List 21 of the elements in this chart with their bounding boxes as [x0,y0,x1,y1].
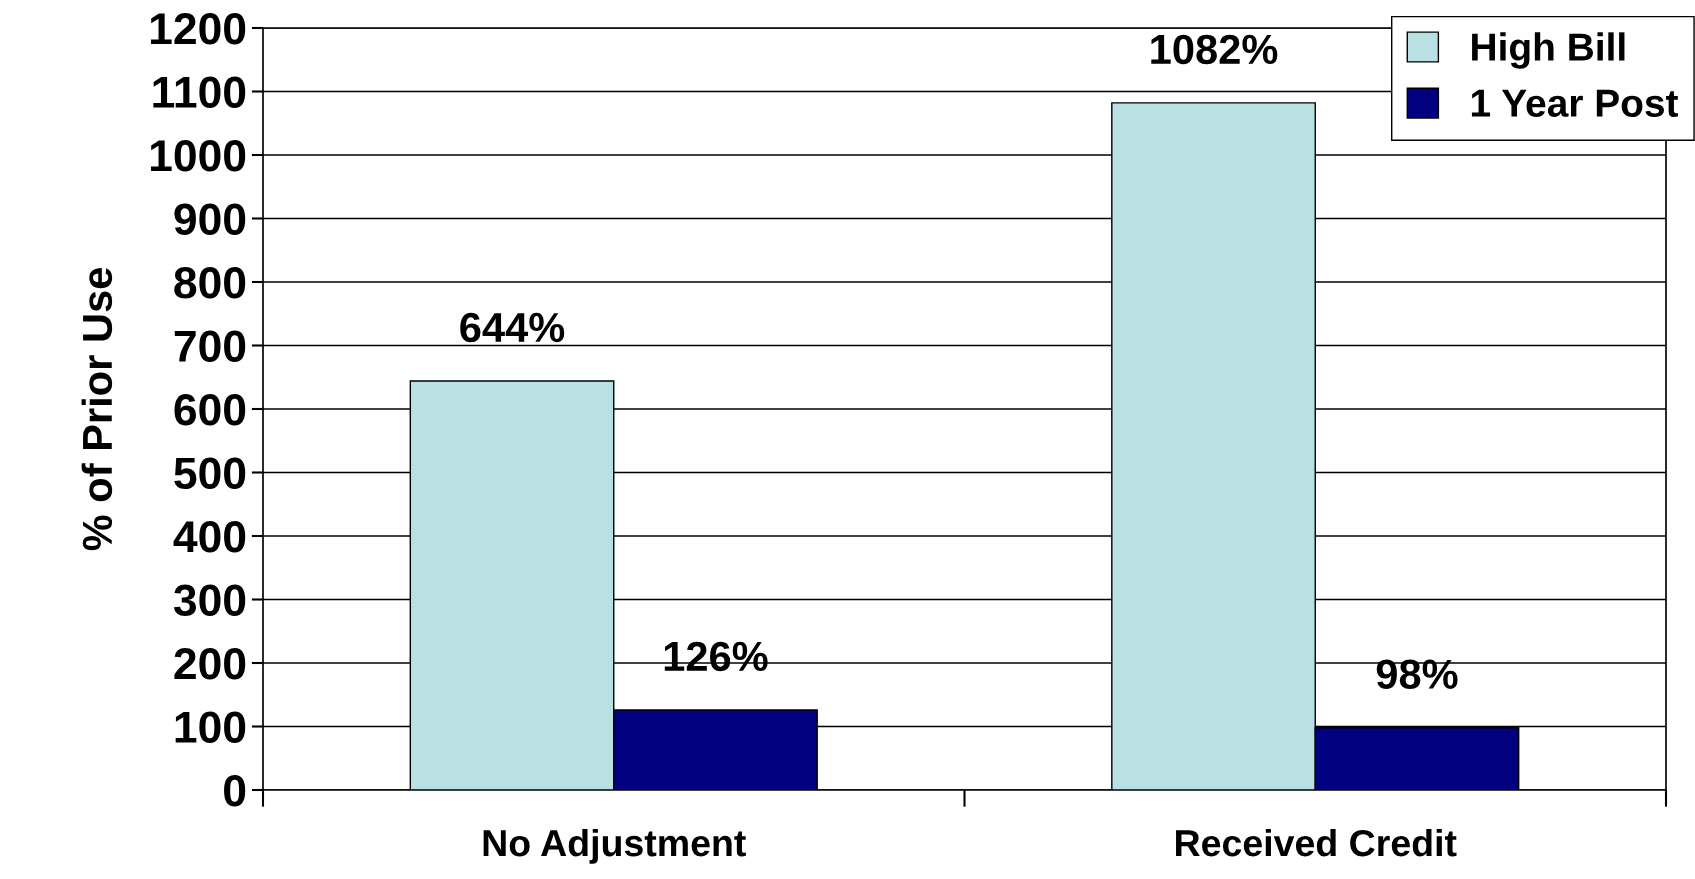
x-tick-label: Received Credit [1176,828,1457,857]
data-label: 644% [460,312,565,343]
y-tick-label: 600 [174,394,246,426]
x-tick-label: No Adjustment [483,828,746,864]
y-tick-label: 100 [175,711,246,744]
legend-label: 1 Year Post [1471,89,1679,117]
y-tick-label: 0 [224,775,246,807]
y-tick-label: 800 [174,267,246,299]
y-tick-label: 1000 [150,140,246,172]
y-tick-label: 400 [173,521,246,553]
y-tick-label: 700 [174,330,246,363]
y-axis-title: % of Prior Use [81,268,113,551]
y-tick-label: 900 [174,203,246,236]
data-label: 1082% [1151,34,1278,65]
y-tick-label: 1100 [153,76,246,109]
legend-label: High Bill [1472,32,1625,69]
y-tick-label: 300 [173,584,246,617]
y-tick-label: 500 [174,457,246,490]
y-tick-label: 1200 [150,13,246,45]
data-label: 98% [1376,659,1458,689]
y-tick-label: 200 [174,648,246,680]
